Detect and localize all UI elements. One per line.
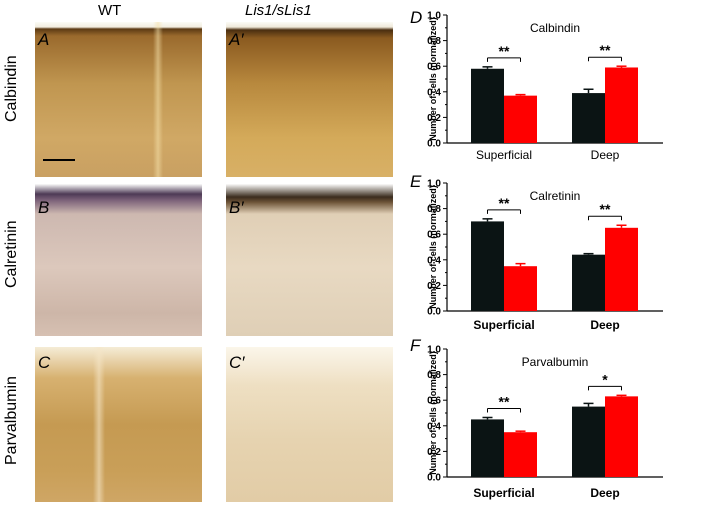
mutant-column-header: Lis1/sLis1 [245, 2, 312, 19]
bar-mutant-superficial [504, 266, 537, 311]
significance-label: ** [499, 195, 510, 211]
row-label-calretinin: Calretinin [3, 220, 20, 288]
category-label: Superficial [476, 148, 532, 162]
y-tick-label: 0.8 [427, 204, 441, 215]
scale-bar [43, 159, 75, 161]
significance-label: ** [499, 43, 510, 59]
micrograph-parvalbumin-wt: C [35, 347, 202, 502]
row-label-calbindin: Calbindin [3, 55, 20, 122]
significance-label: * [602, 371, 608, 387]
category-label: Deep [590, 486, 619, 500]
row-label-parvalbumin: Parvalbumin [3, 376, 20, 465]
panel-letter-A-prime: A′ [229, 30, 244, 49]
bar-mutant-superficial [504, 432, 537, 477]
bar-mutant-deep [605, 67, 638, 143]
bar-mutant-deep [605, 396, 638, 477]
chart-letter-F: F [410, 336, 421, 355]
y-axis-label: Number of cells (normalized) [428, 185, 438, 309]
y-tick-label: 0.0 [427, 139, 441, 150]
y-tick-label: 0.4 [427, 255, 441, 266]
chart-letter-D: D [410, 8, 423, 27]
y-tick-label: 1.0 [427, 179, 441, 190]
micrograph-calbindin-mutant: A′ [226, 22, 393, 177]
significance-label: ** [600, 42, 611, 58]
y-tick-label: 0.6 [427, 230, 441, 241]
y-tick-label: 1.0 [427, 11, 441, 22]
panel-letter-A: A [38, 30, 50, 49]
panel-letter-C-prime: C′ [229, 353, 245, 372]
y-tick-label: 0.2 [427, 113, 441, 124]
micrograph-calbindin-wt: A [35, 22, 202, 177]
y-tick-label: 0.2 [427, 281, 441, 292]
bar-wt-superficial [471, 68, 504, 143]
y-tick-label: 0.8 [427, 36, 441, 47]
bar-wt-superficial [471, 221, 504, 311]
bar-mutant-deep [605, 227, 638, 311]
y-tick-label: 0.2 [427, 447, 441, 458]
y-axis-label: Number of cells (normalized) [428, 17, 438, 141]
chart-title: Calretinin [530, 189, 581, 203]
bar-wt-superficial [471, 419, 504, 477]
y-tick-label: 1.0 [427, 345, 441, 356]
y-axis-label: Number of cells (normalized) [428, 351, 438, 475]
micrograph-calretinin-wt: B [35, 184, 202, 336]
significance-label: ** [499, 393, 510, 409]
chart-title: Parvalbumin [522, 355, 589, 369]
panel-letter-B: B [38, 198, 50, 217]
y-tick-label: 0.4 [427, 421, 441, 432]
category-label: Superficial [473, 486, 534, 500]
y-tick-label: 0.6 [427, 396, 441, 407]
category-label: Deep [590, 318, 619, 332]
bar-wt-deep [572, 93, 605, 143]
chart-letter-E: E [410, 172, 422, 191]
y-tick-label: 0.0 [427, 473, 441, 484]
chart-title: Calbindin [530, 21, 580, 35]
y-tick-label: 0.8 [427, 370, 441, 381]
bar-wt-deep [572, 254, 605, 311]
wt-column-header: WT [98, 2, 122, 19]
y-tick-label: 0.0 [427, 307, 441, 318]
micrograph-parvalbumin-mutant: C′ [226, 347, 393, 502]
panel-letter-B-prime: B′ [229, 198, 244, 217]
micrograph-calretinin-mutant: B′ [226, 184, 393, 336]
bar-mutant-superficial [504, 95, 537, 143]
category-label: Superficial [473, 318, 534, 332]
panel-letter-C: C [38, 353, 51, 372]
y-tick-label: 0.4 [427, 87, 441, 98]
y-tick-label: 0.6 [427, 62, 441, 73]
category-label: Deep [591, 148, 620, 162]
bar-wt-deep [572, 406, 605, 477]
significance-label: ** [600, 201, 611, 217]
